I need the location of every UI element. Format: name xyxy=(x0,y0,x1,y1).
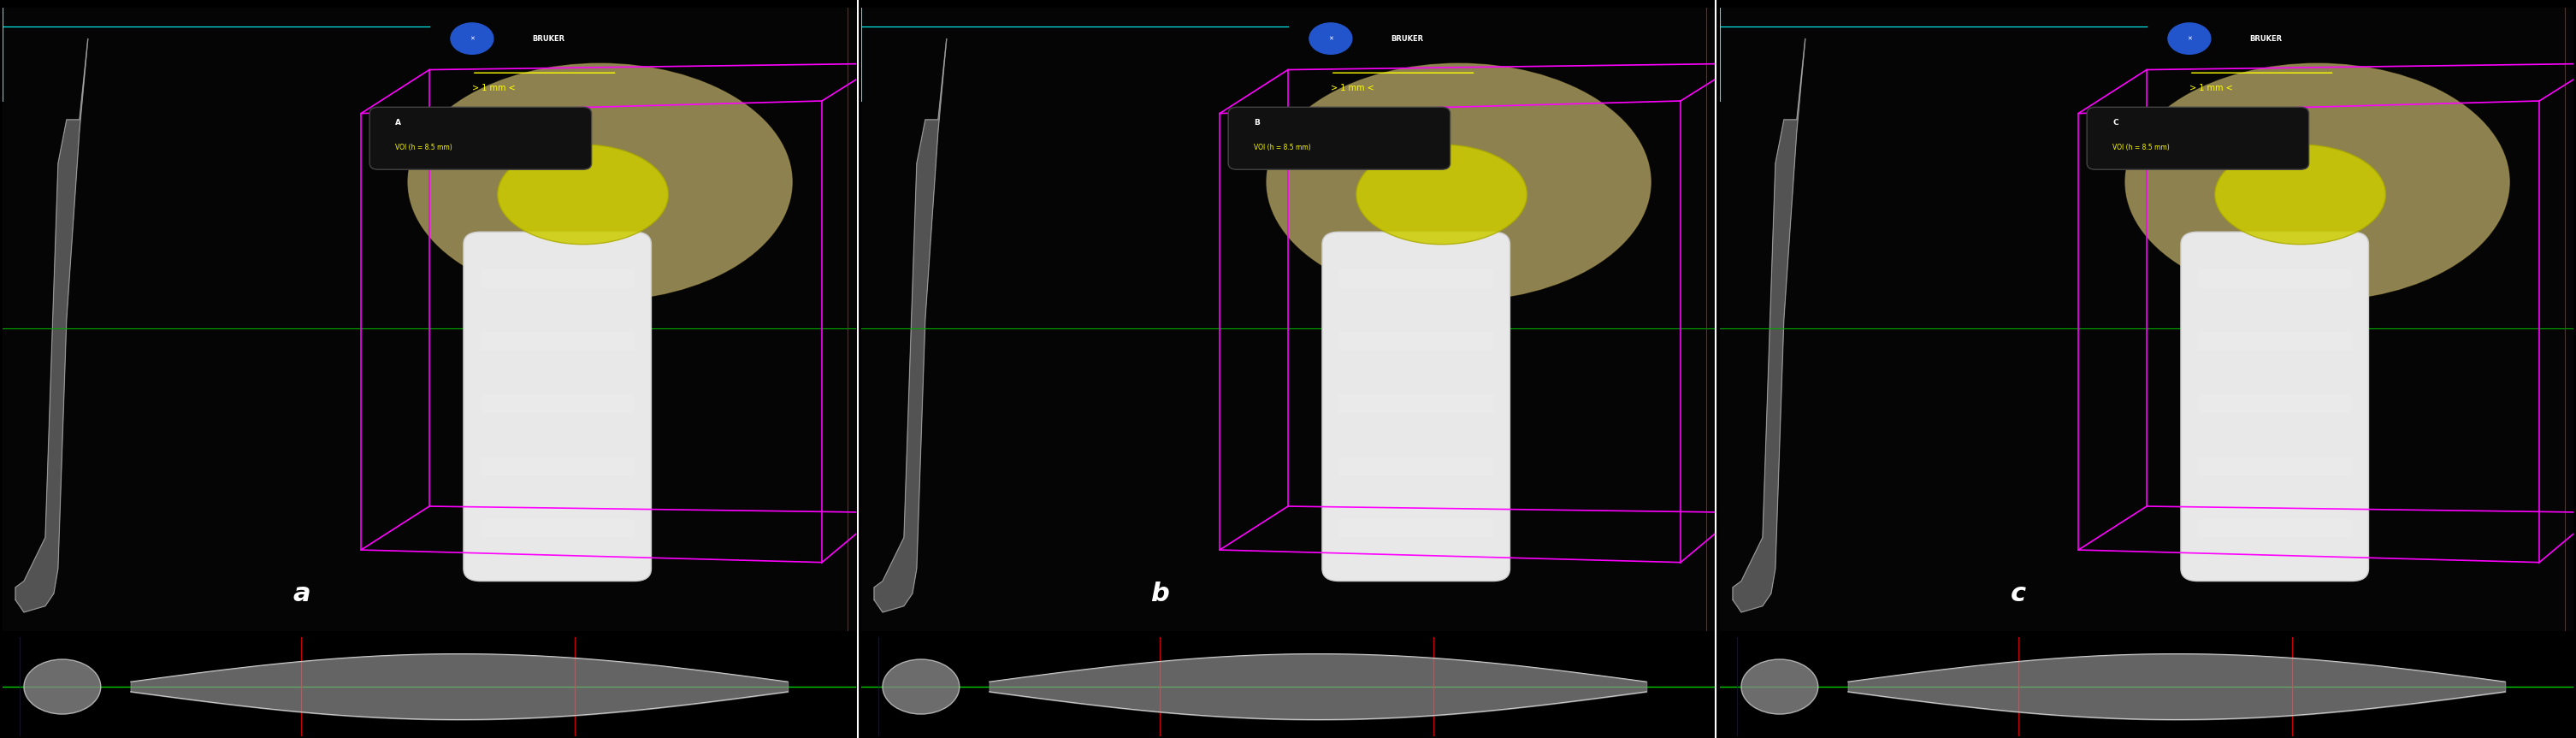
Bar xyxy=(2197,269,2352,288)
Text: A: A xyxy=(394,119,402,127)
Text: VOI (h = 8.5 mm): VOI (h = 8.5 mm) xyxy=(2112,144,2169,151)
Ellipse shape xyxy=(1741,659,1819,714)
FancyBboxPatch shape xyxy=(1229,107,1450,170)
FancyBboxPatch shape xyxy=(2182,232,2367,581)
Ellipse shape xyxy=(1358,145,1528,244)
Text: a: a xyxy=(294,582,309,606)
Bar xyxy=(482,519,634,537)
Text: B: B xyxy=(1255,119,1260,127)
Bar xyxy=(482,331,634,351)
FancyBboxPatch shape xyxy=(464,232,652,581)
Ellipse shape xyxy=(1267,63,1651,300)
Text: > 1 mm <: > 1 mm < xyxy=(471,84,515,93)
Ellipse shape xyxy=(2215,145,2385,244)
FancyBboxPatch shape xyxy=(2087,107,2308,170)
Bar xyxy=(1340,394,1494,413)
Text: BRUKER: BRUKER xyxy=(1391,35,1422,42)
Text: VOI (h = 8.5 mm): VOI (h = 8.5 mm) xyxy=(394,144,453,151)
Text: BRUKER: BRUKER xyxy=(531,35,564,42)
Circle shape xyxy=(2169,23,2210,54)
Polygon shape xyxy=(873,38,945,613)
Bar xyxy=(2197,394,2352,413)
Ellipse shape xyxy=(884,659,958,714)
Bar xyxy=(482,394,634,413)
Text: VOI (h = 8.5 mm): VOI (h = 8.5 mm) xyxy=(1255,144,1311,151)
Ellipse shape xyxy=(23,659,100,714)
Text: b: b xyxy=(1151,582,1170,606)
Ellipse shape xyxy=(407,63,791,300)
Bar xyxy=(1340,456,1494,475)
Text: > 1 mm <: > 1 mm < xyxy=(2190,84,2233,93)
Bar xyxy=(2197,331,2352,351)
Polygon shape xyxy=(1734,38,1806,613)
Circle shape xyxy=(451,23,495,54)
Ellipse shape xyxy=(2125,63,2509,300)
Text: > 1 mm <: > 1 mm < xyxy=(1332,84,1373,93)
Polygon shape xyxy=(15,38,88,613)
Text: C: C xyxy=(2112,119,2117,127)
Text: BRUKER: BRUKER xyxy=(2249,35,2282,42)
Bar xyxy=(482,456,634,475)
Bar xyxy=(1340,269,1494,288)
Bar xyxy=(2197,519,2352,537)
Ellipse shape xyxy=(497,145,667,244)
Bar xyxy=(482,269,634,288)
FancyBboxPatch shape xyxy=(1321,232,1510,581)
Text: ✕: ✕ xyxy=(1329,36,1334,41)
Text: ✕: ✕ xyxy=(469,36,474,41)
Bar xyxy=(1340,519,1494,537)
Bar xyxy=(1340,331,1494,351)
Text: ✕: ✕ xyxy=(2187,36,2192,41)
Bar xyxy=(2197,456,2352,475)
FancyBboxPatch shape xyxy=(368,107,592,170)
Circle shape xyxy=(1309,23,1352,54)
Text: c: c xyxy=(2012,582,2027,606)
